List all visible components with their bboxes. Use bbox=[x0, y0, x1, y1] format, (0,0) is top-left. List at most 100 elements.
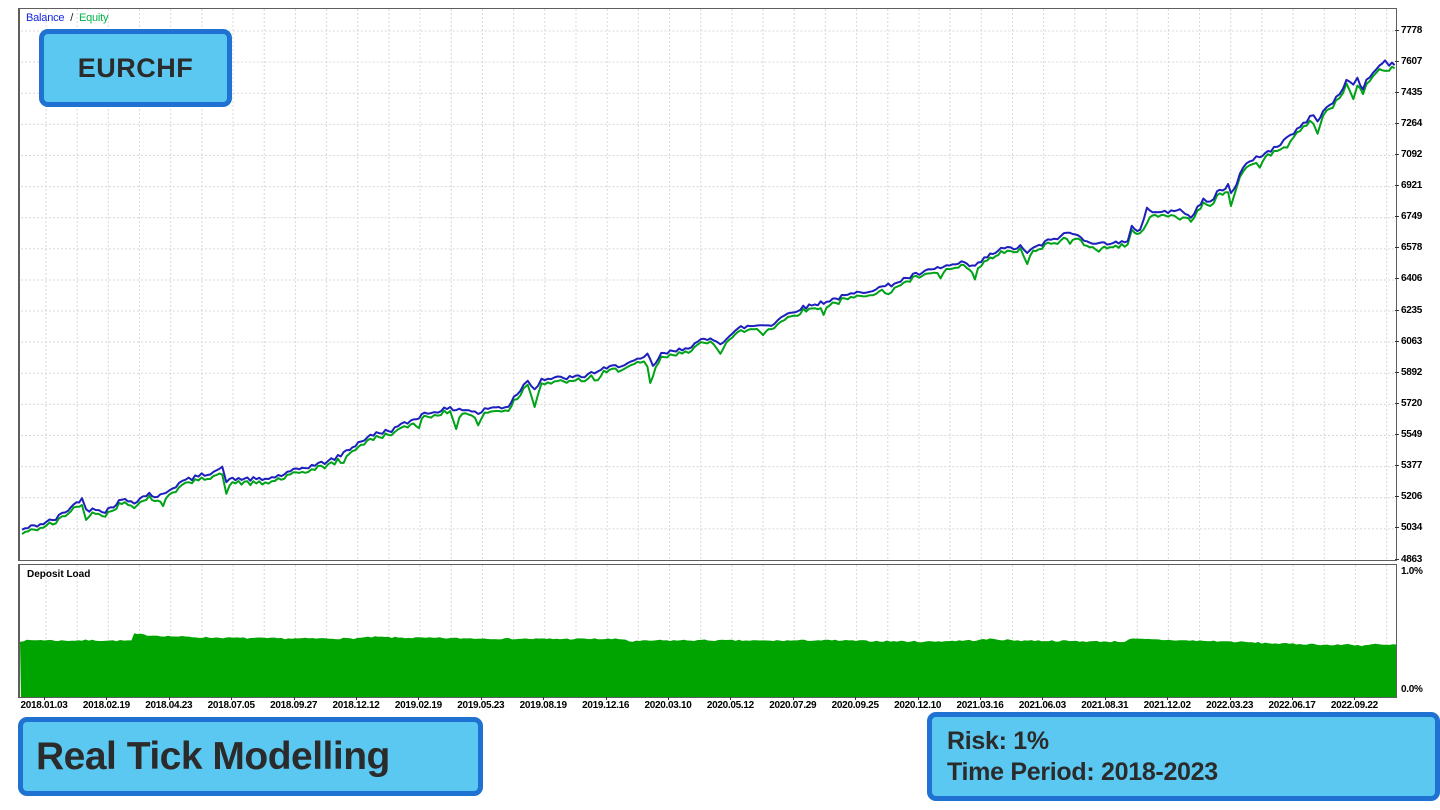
price-axis-label: 6406 bbox=[1395, 273, 1440, 285]
date-axis-label: 2020.07.29 bbox=[769, 700, 817, 711]
axis-tick bbox=[1395, 29, 1399, 31]
date-axis-label: 2020.09.25 bbox=[831, 700, 879, 711]
axis-tick bbox=[1395, 91, 1399, 93]
chart-legend: Balance / Equity bbox=[26, 12, 109, 24]
axis-tick bbox=[1395, 371, 1399, 373]
axis-tick bbox=[1395, 60, 1399, 62]
axis-tick bbox=[980, 697, 981, 700]
deposit-load-plot bbox=[20, 565, 1396, 697]
axis-tick bbox=[543, 697, 545, 700]
legend-equity-label: Equity bbox=[78, 12, 109, 24]
price-axis-label: 7092 bbox=[1395, 149, 1440, 161]
balance-equity-plot bbox=[20, 9, 1396, 560]
deposit-axis-max: 1.0% bbox=[1401, 566, 1423, 577]
price-axis-label: 5377 bbox=[1395, 460, 1440, 472]
date-axis-label: 2019.08.19 bbox=[519, 700, 567, 711]
axis-tick bbox=[168, 697, 170, 700]
legend-balance-label: Balance bbox=[26, 12, 65, 24]
axis-tick bbox=[1292, 697, 1293, 700]
price-axis-label: 6578 bbox=[1395, 242, 1440, 254]
date-axis-label: 2022.09.22 bbox=[1330, 700, 1378, 711]
axis-tick bbox=[1042, 697, 1044, 700]
date-axis-label: 2021.12.02 bbox=[1143, 700, 1191, 711]
legend-separator: / bbox=[70, 12, 74, 24]
axis-tick bbox=[1395, 185, 1399, 187]
balance-equity-chart: Balance / Equity bbox=[18, 8, 1397, 561]
date-axis-label: 2019.12.16 bbox=[582, 700, 630, 711]
axis-tick bbox=[1395, 122, 1399, 124]
axis-tick bbox=[1395, 527, 1399, 529]
axis-tick bbox=[1167, 697, 1169, 700]
price-axis-label: 7778 bbox=[1395, 25, 1440, 37]
axis-tick bbox=[1354, 697, 1356, 700]
axis-tick bbox=[792, 697, 794, 700]
price-axis-label: 7607 bbox=[1395, 56, 1440, 68]
period-label: Time Period: 2018-2023 bbox=[947, 757, 1218, 786]
price-axis-label: 7435 bbox=[1395, 87, 1440, 99]
axis-tick bbox=[480, 697, 482, 700]
price-axis-label: 6921 bbox=[1395, 180, 1440, 192]
date-axis-label: 2020.03.10 bbox=[644, 700, 692, 711]
axis-tick bbox=[1104, 697, 1106, 700]
axis-tick bbox=[1395, 434, 1399, 436]
axis-tick bbox=[1229, 697, 1231, 700]
price-axis-label: 6063 bbox=[1395, 336, 1440, 348]
axis-tick bbox=[605, 697, 607, 700]
symbol-badge: EURCHF bbox=[39, 29, 232, 107]
date-axis-label: 2018.04.23 bbox=[145, 700, 193, 711]
deposit-axis-min: 0.0% bbox=[1401, 684, 1423, 695]
axis-tick bbox=[1395, 309, 1399, 311]
deposit-load-chart: Deposit Load bbox=[18, 564, 1397, 698]
axis-tick bbox=[231, 697, 233, 700]
price-axis-label: 6235 bbox=[1395, 305, 1440, 317]
axis-tick bbox=[418, 697, 420, 700]
date-axis-label: 2020.12.10 bbox=[894, 700, 942, 711]
price-axis-label: 6749 bbox=[1395, 211, 1440, 223]
date-axis-label: 2019.02.19 bbox=[394, 700, 442, 711]
risk-label: Risk: 1% bbox=[947, 726, 1049, 755]
axis-tick bbox=[44, 697, 45, 700]
price-axis-label: 5892 bbox=[1395, 367, 1440, 379]
symbol-label: EURCHF bbox=[77, 52, 194, 83]
date-axis-label: 2020.05.12 bbox=[706, 700, 754, 711]
axis-tick bbox=[1395, 496, 1399, 498]
axis-tick bbox=[668, 697, 669, 700]
axis-tick bbox=[293, 697, 295, 700]
axis-tick bbox=[917, 697, 919, 700]
series-line bbox=[21, 65, 1396, 535]
axis-tick bbox=[1395, 216, 1399, 218]
date-axis-label: 2018.02.19 bbox=[82, 700, 130, 711]
date-axis-label: 2018.09.27 bbox=[270, 700, 318, 711]
axis-tick bbox=[1395, 340, 1399, 342]
date-axis-label: 2022.03.23 bbox=[1206, 700, 1254, 711]
axis-tick bbox=[106, 697, 108, 700]
deposit-load-title: Deposit Load bbox=[27, 569, 91, 580]
date-axis-label: 2018.07.05 bbox=[207, 700, 255, 711]
price-axis-label: 7264 bbox=[1395, 118, 1440, 130]
axis-tick bbox=[1395, 402, 1399, 404]
date-axis-label: 2021.06.03 bbox=[1018, 700, 1066, 711]
price-axis-label: 5206 bbox=[1395, 491, 1440, 503]
date-axis-label: 2018.01.03 bbox=[20, 700, 68, 711]
date-axis-label: 2021.08.31 bbox=[1081, 700, 1129, 711]
axis-tick bbox=[730, 697, 732, 700]
price-axis-label: 4863 bbox=[1395, 554, 1440, 566]
price-axis-label: 5034 bbox=[1395, 522, 1440, 534]
axis-tick bbox=[1395, 247, 1399, 249]
date-axis-label: 2018.12.12 bbox=[332, 700, 380, 711]
date-axis-label: 2022.06.17 bbox=[1268, 700, 1316, 711]
modelling-label: Real Tick Modelling bbox=[36, 734, 390, 778]
deposit-load-area bbox=[20, 633, 1396, 697]
date-axis-label: 2021.03.16 bbox=[956, 700, 1004, 711]
axis-tick bbox=[1395, 278, 1399, 280]
series-line bbox=[21, 59, 1396, 531]
axis-tick bbox=[356, 697, 357, 700]
price-axis-label: 5549 bbox=[1395, 429, 1440, 441]
axis-tick bbox=[1395, 153, 1399, 155]
risk-badge: Risk: 1% Time Period: 2018-2023 bbox=[927, 712, 1440, 801]
modelling-badge: Real Tick Modelling bbox=[18, 717, 483, 796]
date-axis-label: 2019.05.23 bbox=[457, 700, 505, 711]
axis-tick bbox=[855, 697, 857, 700]
axis-tick bbox=[1395, 558, 1399, 560]
